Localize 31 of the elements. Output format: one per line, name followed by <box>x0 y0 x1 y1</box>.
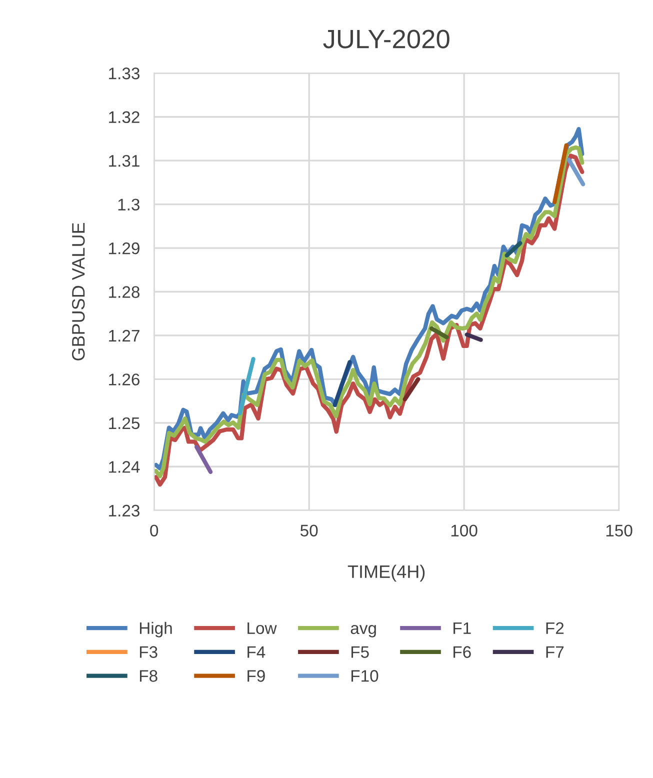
legend-label: High <box>140 622 172 638</box>
y-tick-label: 1.33 <box>109 68 140 80</box>
x-tick-label: 0 <box>150 524 158 536</box>
legend-label: F3 <box>140 646 158 658</box>
y-tick-label: 1.24 <box>109 461 140 473</box>
y-tick-label: 1.27 <box>109 330 140 342</box>
x-axis-title: TIME(4H) <box>348 564 425 582</box>
y-tick-label: 1.26 <box>109 374 140 386</box>
legend-label: Low <box>248 622 277 634</box>
legend-label: F2 <box>546 622 564 634</box>
legend-label: avg <box>350 624 376 638</box>
y-tick-label: 1.28 <box>109 286 140 298</box>
legend-label: F7 <box>546 646 564 658</box>
y-tick-label: 1.29 <box>109 242 140 254</box>
legend-label: F1 <box>454 622 471 634</box>
y-tick-label: 1.31 <box>109 154 140 167</box>
legend-label: F10 <box>351 670 378 682</box>
legend-label: F6 <box>454 646 471 658</box>
legend-label: F8 <box>140 670 158 682</box>
legend-label: F9 <box>248 670 265 682</box>
y-tick-label: 1.23 <box>109 504 140 517</box>
legend-label: F4 <box>248 646 266 658</box>
x-tick-label: 50 <box>300 524 318 536</box>
y-tick-label: 1.25 <box>109 417 140 430</box>
chart-title: JULY-2020 <box>323 30 450 48</box>
y-axis-title: GBPUSD VALUE <box>72 222 85 360</box>
x-tick-label: 150 <box>606 524 632 536</box>
y-tick-label: 1.32 <box>109 111 140 124</box>
legend-label: F5 <box>351 646 369 658</box>
y-tick-label: 1.3 <box>118 198 140 211</box>
x-tick-label: 100 <box>451 524 478 536</box>
